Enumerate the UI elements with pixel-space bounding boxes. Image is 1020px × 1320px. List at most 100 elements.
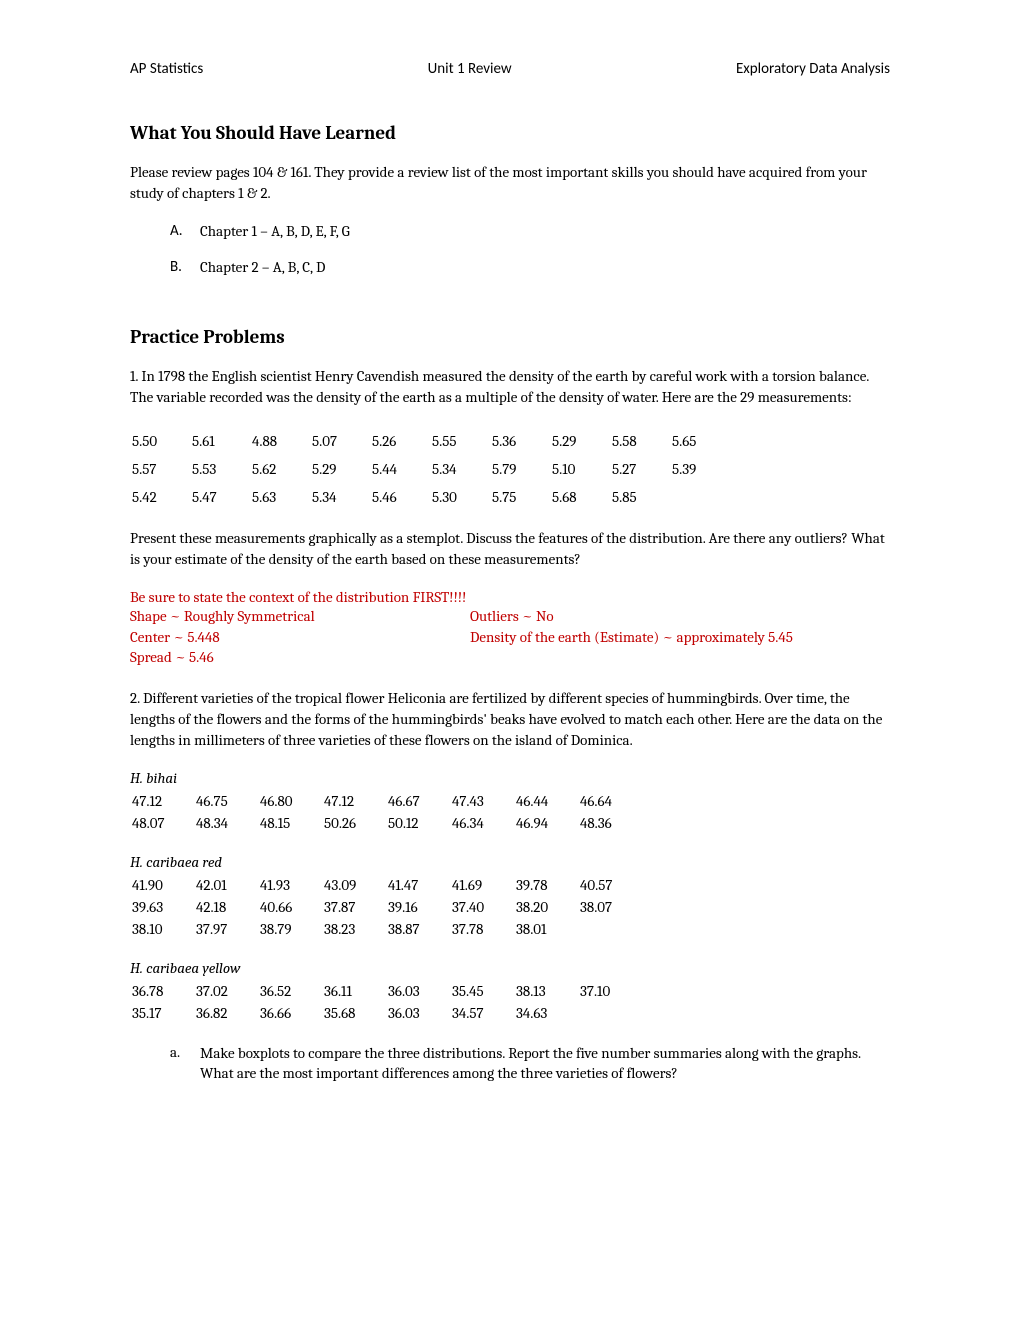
data-cell: 36.03 [388,1003,450,1023]
answer-outliers: Outliers ~ No [470,606,554,627]
data-cell: 43.09 [324,875,386,895]
data-cell: 48.34 [196,813,258,833]
data-cell: 5.34 [312,484,370,510]
flower-data-table: 47.1246.7546.8047.1246.6747.4346.4446.64… [130,789,644,835]
data-cell: 42.18 [196,897,258,917]
table-row: 41.9042.0141.9343.0941.4741.6939.7840.57 [132,875,642,895]
table-row: 47.1246.7546.8047.1246.6747.4346.4446.64 [132,791,642,811]
flower-group-label: H. caribaea red [130,853,890,871]
list-item: A. Chapter 1 – A, B, D, E, F, G [170,222,890,240]
data-cell [580,1003,642,1023]
data-cell: 5.42 [132,484,190,510]
data-cell: 5.26 [372,428,430,454]
data-cell: 41.90 [132,875,194,895]
data-cell: 38.23 [324,919,386,939]
data-cell: 37.02 [196,981,258,1001]
data-cell: 38.01 [516,919,578,939]
data-cell: 36.03 [388,981,450,1001]
document-header: AP Statistics Unit 1 Review Exploratory … [130,60,890,78]
flower-data-table: 41.9042.0141.9343.0941.4741.6939.7840.57… [130,873,644,941]
data-cell: 5.65 [672,428,730,454]
data-cell: 50.26 [324,813,386,833]
data-cell: 5.75 [492,484,550,510]
data-cell: 5.44 [372,456,430,482]
data-cell: 38.20 [516,897,578,917]
data-cell: 46.34 [452,813,514,833]
problem1-intro: 1. In 1798 the English scientist Henry C… [130,366,890,408]
header-right: Exploratory Data Analysis [736,60,890,78]
data-cell: 36.82 [196,1003,258,1023]
data-cell: 50.12 [388,813,450,833]
flower-data-table: 36.7837.0236.5236.1136.0335.4538.1337.10… [130,979,644,1025]
data-cell: 5.50 [132,428,190,454]
data-cell: 39.63 [132,897,194,917]
data-cell: 37.40 [452,897,514,917]
data-cell: 36.52 [260,981,322,1001]
data-cell: 5.58 [612,428,670,454]
table-row: 35.1736.8236.6635.6836.0334.5734.63 [132,1003,642,1023]
data-cell: 39.78 [516,875,578,895]
problem1-question: Present these measurements graphically a… [130,528,890,570]
data-cell: 38.10 [132,919,194,939]
problem1-answers: Be sure to state the context of the dist… [130,588,890,666]
data-cell: 35.17 [132,1003,194,1023]
data-cell: 38.79 [260,919,322,939]
data-cell: 5.79 [492,456,550,482]
data-cell: 41.69 [452,875,514,895]
data-cell: 5.55 [432,428,490,454]
problem1-data-table: 5.505.614.885.075.265.555.365.295.585.65… [130,426,732,512]
data-cell: 41.47 [388,875,450,895]
header-center: Unit 1 Review [428,60,512,78]
data-cell: 5.57 [132,456,190,482]
data-cell: 38.07 [580,897,642,917]
problem2-intro: 2. Different varieties of the tropical f… [130,688,890,751]
data-cell: 46.80 [260,791,322,811]
list-text: Chapter 2 – A, B, C, D [200,258,325,276]
table-row: 5.575.535.625.295.445.345.795.105.275.39 [132,456,730,482]
table-row: 39.6342.1840.6637.8739.1637.4038.2038.07 [132,897,642,917]
flower-group-label: H. caribaea yellow [130,959,890,977]
data-cell: 5.10 [552,456,610,482]
data-cell: 34.63 [516,1003,578,1023]
data-cell: 5.36 [492,428,550,454]
data-cell: 5.63 [252,484,310,510]
data-cell: 4.88 [252,428,310,454]
data-cell [580,919,642,939]
data-cell: 42.01 [196,875,258,895]
data-cell: 5.85 [612,484,670,510]
data-cell: 36.11 [324,981,386,1001]
data-cell: 36.78 [132,981,194,1001]
data-cell: 46.64 [580,791,642,811]
data-cell: 40.57 [580,875,642,895]
section2-heading: Practice Problems [130,326,890,348]
data-cell: 47.12 [324,791,386,811]
sub-list-item: a. Make boxplots to compare the three di… [170,1043,890,1084]
list-item: B. Chapter 2 – A, B, C, D [170,258,890,276]
data-cell: 36.66 [260,1003,322,1023]
data-cell: 46.44 [516,791,578,811]
data-cell: 37.87 [324,897,386,917]
data-cell: 5.29 [552,428,610,454]
answer-spread: Spread ~ 5.46 [130,648,890,666]
data-cell: 46.94 [516,813,578,833]
sub-text: Make boxplots to compare the three distr… [200,1043,890,1084]
data-cell: 5.34 [432,456,490,482]
data-cell: 40.66 [260,897,322,917]
data-cell: 5.68 [552,484,610,510]
data-cell: 41.93 [260,875,322,895]
list-marker: A. [170,222,200,240]
data-cell: 34.57 [452,1003,514,1023]
data-cell: 5.30 [432,484,490,510]
data-cell: 37.10 [580,981,642,1001]
data-cell: 5.46 [372,484,430,510]
data-cell: 46.75 [196,791,258,811]
section1-intro: Please review pages 104 & 161. They prov… [130,162,890,204]
data-cell: 37.97 [196,919,258,939]
sub-marker: a. [170,1043,200,1084]
answer-density: Density of the earth (Estimate) ~ approx… [470,627,793,648]
section1-list: A. Chapter 1 – A, B, D, E, F, G B. Chapt… [170,222,890,276]
data-cell: 48.07 [132,813,194,833]
answer-context: Be sure to state the context of the dist… [130,588,890,606]
table-row: 48.0748.3448.1550.2650.1246.3446.9448.36 [132,813,642,833]
answer-center: Center ~ 5.448 [130,627,470,648]
